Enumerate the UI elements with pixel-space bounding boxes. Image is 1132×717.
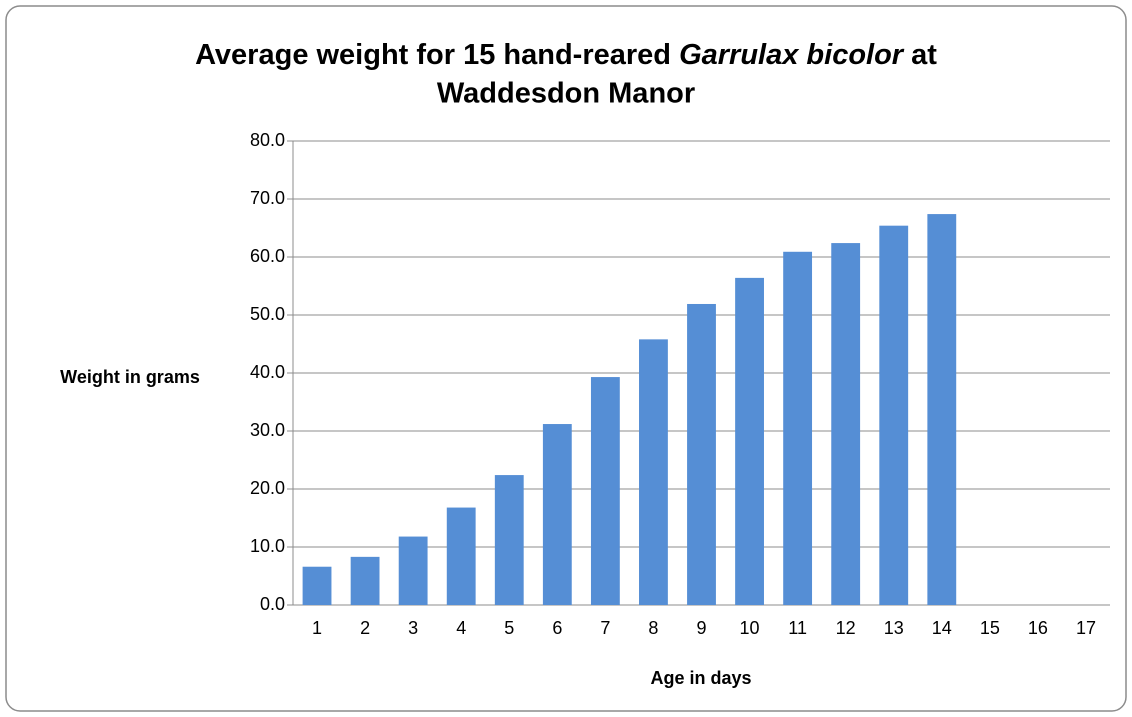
x-tick-label: 3 <box>408 618 418 638</box>
bar <box>494 475 524 605</box>
title-species: Garrulax bicolor <box>679 39 905 71</box>
x-tick-label: 9 <box>696 618 706 638</box>
bar <box>879 225 909 605</box>
x-tick-label: 8 <box>648 618 658 638</box>
x-tick-label: 10 <box>740 618 760 638</box>
x-tick-label: 11 <box>788 618 807 638</box>
y-tick-label: 70.0 <box>250 188 285 208</box>
x-tick-label: 2 <box>360 618 370 638</box>
bar <box>542 424 572 605</box>
bar <box>302 566 332 605</box>
x-tick-label: 17 <box>1076 618 1096 638</box>
y-tick-label: 30.0 <box>250 420 285 440</box>
x-tick-label: 12 <box>836 618 856 638</box>
x-tick-label: 4 <box>456 618 466 638</box>
y-tick-label: 20.0 <box>250 478 285 498</box>
y-tick-label: 50.0 <box>250 304 285 324</box>
bar <box>687 303 716 605</box>
y-tick-label: 0.0 <box>260 594 285 614</box>
title-part: Average weight for 15 hand-reared <box>195 39 679 71</box>
x-tick-label: 16 <box>1028 618 1048 638</box>
bar <box>590 377 620 605</box>
bar <box>446 507 476 605</box>
y-tick-label: 60.0 <box>250 246 285 266</box>
x-tick-label: 14 <box>932 618 952 638</box>
bar <box>350 556 380 605</box>
y-axis-label: Weight in grams <box>60 367 200 387</box>
x-tick-label: 13 <box>884 618 904 638</box>
y-tick-label: 80.0 <box>250 130 285 150</box>
bar <box>639 339 668 605</box>
x-tick-label: 6 <box>552 618 562 638</box>
bar <box>831 243 861 605</box>
title-part: at <box>903 39 937 71</box>
x-tick-label: 5 <box>504 618 514 638</box>
x-axis-label: Age in days <box>650 668 751 688</box>
bar <box>927 214 957 605</box>
y-tick-label: 10.0 <box>250 536 285 556</box>
bar <box>398 536 428 605</box>
chart-title: Average weight for 15 hand-reared Garrul… <box>195 39 937 71</box>
x-tick-label: 15 <box>980 618 1000 638</box>
x-tick-label: 1 <box>312 618 322 638</box>
bar <box>783 251 813 605</box>
x-tick-label: 7 <box>600 618 610 638</box>
chart-title-line2: Waddesdon Manor <box>437 78 695 110</box>
bar <box>735 277 764 605</box>
y-tick-label: 40.0 <box>250 362 285 382</box>
